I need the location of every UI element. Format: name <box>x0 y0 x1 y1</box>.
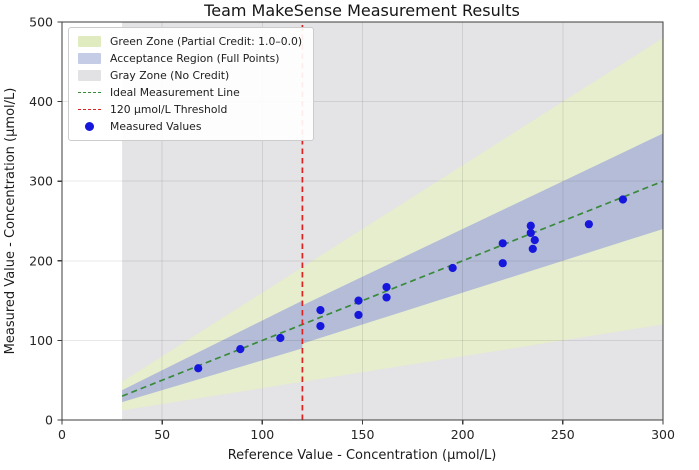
y-tick-label: 100 <box>29 333 53 348</box>
x-tick-label: 150 <box>351 427 375 442</box>
dot-marker-icon <box>85 122 94 131</box>
x-tick-label: 50 <box>154 427 170 442</box>
legend-patch-swatch <box>78 70 101 81</box>
legend-item: Gray Zone (No Credit) <box>78 69 302 82</box>
x-tick-label: 300 <box>651 427 675 442</box>
legend-item: Ideal Measurement Line <box>78 86 302 99</box>
dashed-line-icon <box>78 92 101 93</box>
legend-item: 120 µmol/L Threshold <box>78 103 302 116</box>
x-axis-label: Reference Value - Concentration (µmol/L) <box>228 448 497 463</box>
axis-ticks <box>57 21 664 425</box>
y-axis-label: Measured Value - Concentration (µmol/L) <box>3 88 18 355</box>
legend-item-label: 120 µmol/L Threshold <box>110 103 228 116</box>
legend-item-label: Acceptance Region (Full Points) <box>110 52 280 65</box>
zone-swatch-icon <box>78 53 101 64</box>
legend-patch-swatch <box>78 53 101 64</box>
legend-line-swatch <box>78 109 101 110</box>
y-tick-label: 400 <box>29 94 53 109</box>
zone-swatch-icon <box>78 70 101 81</box>
legend-item: Measured Values <box>78 120 302 133</box>
legend-item: Acceptance Region (Full Points) <box>78 52 302 65</box>
x-tick-label: 0 <box>58 427 66 442</box>
ideal-measurement-line <box>121 180 664 397</box>
chart-title: Team MakeSense Measurement Results <box>203 1 520 20</box>
y-tick-label: 0 <box>45 413 53 428</box>
y-tick-label: 300 <box>29 174 53 189</box>
legend-item-label: Green Zone (Partial Credit: 1.0–0.0) <box>110 35 303 48</box>
dashed-line-icon <box>78 109 101 110</box>
x-tick-label: 100 <box>250 427 274 442</box>
scatter-points <box>194 195 628 373</box>
zone-blue-layer <box>122 133 664 403</box>
legend-line-swatch <box>78 92 101 93</box>
legend-patch-swatch <box>78 36 101 47</box>
tick-labels: 0 50 100 150 200 250 300 0 100 200 300 400 500 <box>29 15 675 443</box>
y-tick-label: 500 <box>29 15 53 30</box>
legend-marker-swatch <box>78 122 101 131</box>
legend-item-label: Gray Zone (No Credit) <box>110 69 230 82</box>
legend: Green Zone (Partial Credit: 1.0–0.0) Acce… <box>68 27 315 141</box>
legend-item: Green Zone (Partial Credit: 1.0–0.0) <box>78 35 302 48</box>
legend-item-label: Ideal Measurement Line <box>110 86 240 99</box>
y-tick-label: 200 <box>29 253 53 268</box>
zone-swatch-icon <box>78 36 101 47</box>
legend-item-label: Measured Values <box>110 120 202 133</box>
x-tick-label: 200 <box>451 427 475 442</box>
zone-green-layer <box>122 37 664 411</box>
x-tick-label: 250 <box>551 427 575 442</box>
